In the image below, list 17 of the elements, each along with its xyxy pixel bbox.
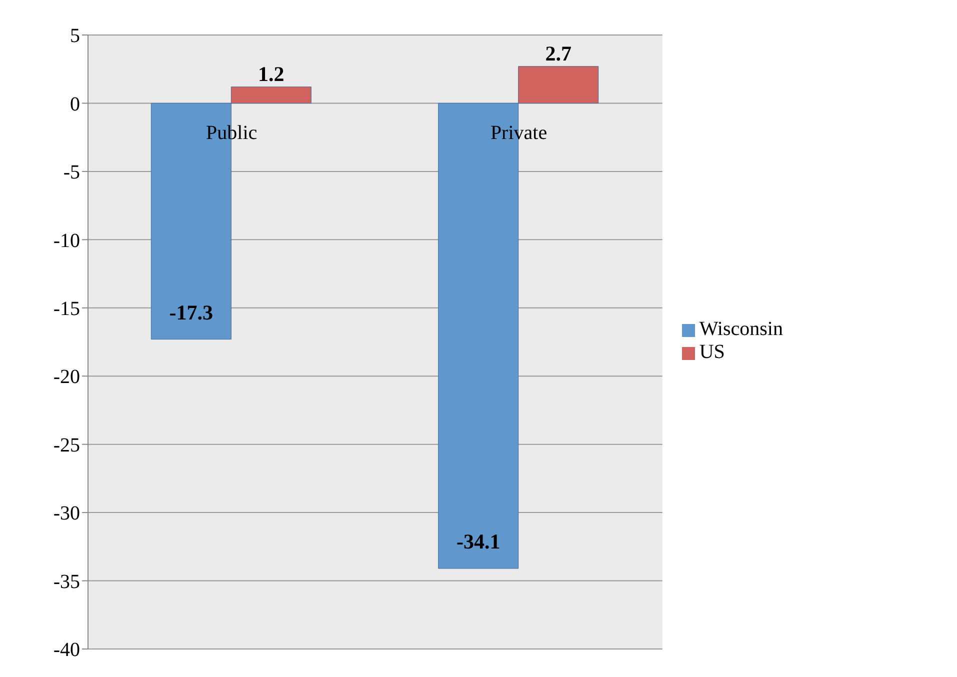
y-tick-label: -20 — [53, 366, 80, 388]
y-tick-label: 5 — [70, 25, 80, 48]
legend-label: Wisconsin — [699, 318, 783, 340]
y-tick-label: -30 — [53, 502, 80, 525]
y-tick-label: -10 — [53, 230, 80, 252]
y-tick-label: 0 — [70, 93, 80, 116]
y-tick-label: -40 — [53, 639, 80, 662]
data-label: -34.1 — [456, 530, 500, 554]
y-tick-label: -35 — [53, 570, 80, 593]
legend-label: US — [699, 340, 725, 362]
x-tick-label: Public — [206, 122, 258, 144]
data-label: -17.3 — [169, 300, 214, 324]
data-label: 2.7 — [545, 41, 572, 66]
y-tick-label: -15 — [53, 298, 80, 320]
y-tick-label: -25 — [53, 434, 80, 456]
data-label: 1.2 — [258, 62, 284, 86]
y-tick-label: -5 — [63, 162, 80, 184]
